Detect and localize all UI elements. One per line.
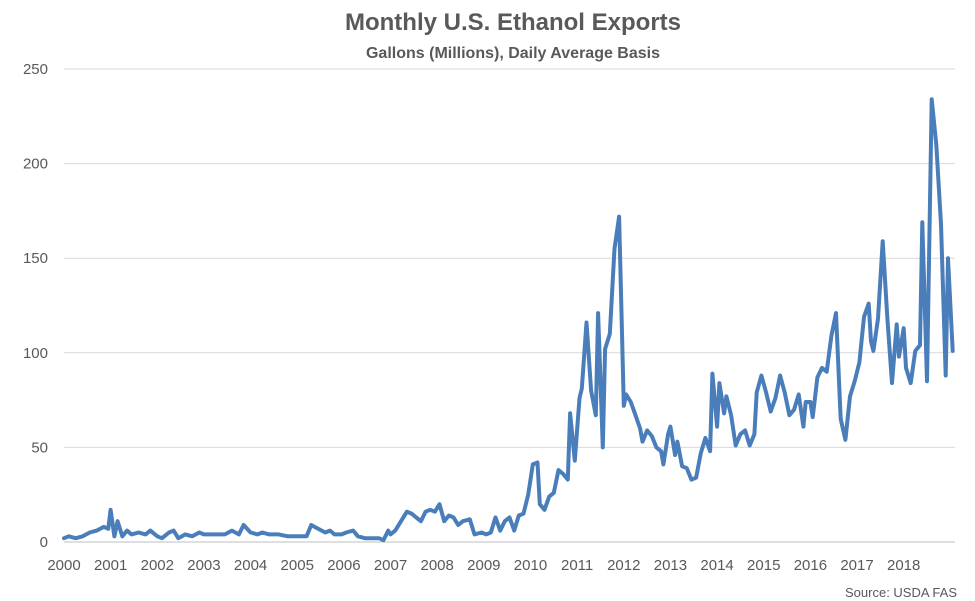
y-tick-label: 50 (31, 439, 48, 456)
x-tick-label: 2012 (607, 557, 640, 574)
x-tick-label: 2001 (94, 557, 127, 574)
x-tick-label: 2004 (234, 557, 267, 574)
chart-subtitle: Gallons (Millions), Daily Average Basis (366, 45, 660, 62)
series-line-exports (62, 97, 955, 543)
x-tick-label: 2016 (794, 557, 827, 574)
y-tick-label: 100 (23, 345, 48, 362)
y-axis-tick-labels: 0 50 100 150 200 250 (23, 61, 48, 551)
gridlines (64, 68, 955, 543)
series-layer (62, 97, 955, 543)
x-tick-label: 2005 (281, 557, 314, 574)
y-tick-label: 250 (23, 61, 48, 78)
x-tick-label: 2007 (374, 557, 407, 574)
x-tick-label: 2014 (700, 557, 733, 574)
x-tick-label: 2013 (654, 557, 687, 574)
x-tick-label: 2002 (141, 557, 174, 574)
x-tick-label: 2000 (47, 557, 80, 574)
x-tick-label: 2008 (421, 557, 454, 574)
x-tick-label: 2009 (467, 557, 500, 574)
x-tick-label: 2017 (840, 557, 873, 574)
source-note: Source: USDA FAS (845, 585, 957, 600)
x-tick-label: 2006 (327, 557, 360, 574)
y-tick-label: 0 (40, 534, 48, 551)
x-tick-label: 2018 (887, 557, 920, 574)
x-tick-label: 2003 (187, 557, 220, 574)
x-tick-label: 2011 (561, 557, 593, 574)
chart-title: Monthly U.S. Ethanol Exports (345, 9, 681, 36)
y-tick-label: 150 (23, 250, 48, 267)
x-tick-label: 2010 (514, 557, 547, 574)
x-tick-label: 2015 (747, 557, 780, 574)
y-tick-label: 200 (23, 156, 48, 173)
x-axis-tick-labels: 2000 2001 2002 2003 2004 2005 2006 2007 2008 2009… (47, 557, 920, 574)
